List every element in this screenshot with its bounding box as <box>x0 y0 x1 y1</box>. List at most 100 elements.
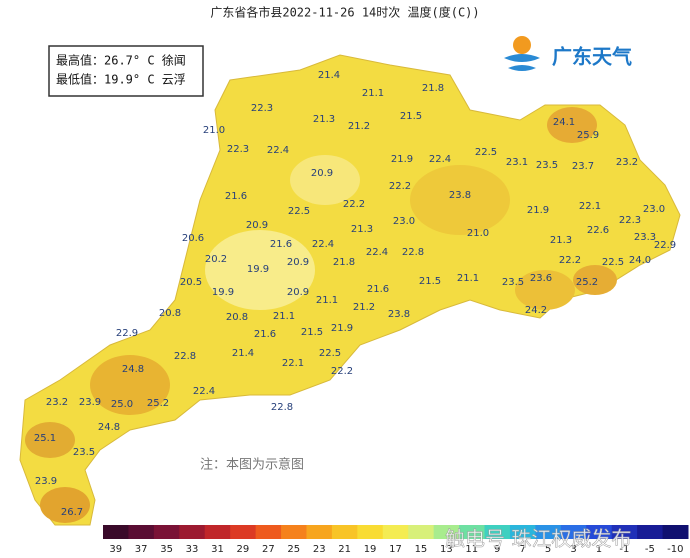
temperature-label: 21.0 <box>203 125 225 136</box>
legend-label: 9 <box>494 544 500 555</box>
temperature-label: 25.9 <box>577 130 599 141</box>
temperature-label: 22.9 <box>116 328 138 339</box>
temperature-label: 21.9 <box>331 323 353 334</box>
temperature-label: 21.5 <box>419 276 441 287</box>
temperature-label: 21.1 <box>457 273 479 284</box>
legend-label: 17 <box>389 544 402 555</box>
legend-label: -5 <box>645 544 655 555</box>
temperature-label: 19.9 <box>212 287 234 298</box>
legend-swatch <box>611 525 638 539</box>
temperature-label: 20.6 <box>182 233 204 244</box>
temperature-label: 23.9 <box>35 476 57 487</box>
temperature-label: 22.6 <box>587 225 609 236</box>
temperature-label: 22.3 <box>251 103 273 114</box>
temperature-label: 21.4 <box>232 348 254 359</box>
legend-swatch <box>586 525 613 539</box>
legend-swatch <box>204 525 231 539</box>
temperature-label: 22.8 <box>271 402 293 413</box>
province-map <box>19 54 681 526</box>
legend-label: 31 <box>211 544 224 555</box>
temperature-label: 21.3 <box>313 114 335 125</box>
temperature-label: 22.4 <box>193 386 215 397</box>
temperature-label: 23.5 <box>536 160 558 171</box>
temperature-label: 21.1 <box>273 311 295 322</box>
temperature-label: 21.8 <box>422 83 444 94</box>
temperature-label: 23.0 <box>643 204 665 215</box>
temperature-label: 23.8 <box>388 309 410 320</box>
legend-label: 39 <box>109 544 122 555</box>
temperature-label: 22.3 <box>227 144 249 155</box>
temperature-label: 24.0 <box>629 255 651 266</box>
temperature-label: 23.2 <box>46 397 68 408</box>
temperature-label: 20.9 <box>287 257 309 268</box>
legend-label: 19 <box>364 544 377 555</box>
temperature-label: 21.5 <box>301 327 323 338</box>
legend-label: 5 <box>545 544 551 555</box>
legend-swatch <box>255 525 282 539</box>
legend-label: 11 <box>465 544 478 555</box>
legend-swatch <box>281 525 307 539</box>
temperature-label: 21.6 <box>254 329 276 340</box>
temperature-label: 22.1 <box>579 201 601 212</box>
temperature-label: 22.8 <box>402 247 424 258</box>
legend-label: 37 <box>135 544 148 555</box>
temperature-label: 21.1 <box>362 88 384 99</box>
temperature-label: 22.2 <box>559 255 581 266</box>
temperature-label: 21.9 <box>527 205 549 216</box>
temperature-label: 22.9 <box>654 240 676 251</box>
watermark: 触电号 珠江权威发布 <box>445 527 631 551</box>
legend-swatch <box>128 525 155 539</box>
temperature-label: 24.8 <box>98 422 120 433</box>
legend-label: -1 <box>619 544 629 555</box>
temperature-label: 20.9 <box>287 287 309 298</box>
legend-swatch <box>103 525 129 539</box>
temperature-label: 22.5 <box>288 206 310 217</box>
temperature-label: 25.2 <box>576 277 598 288</box>
temperature-label: 23.2 <box>616 157 638 168</box>
temperature-label: 23.9 <box>79 397 101 408</box>
temperature-label: 21.3 <box>550 235 572 246</box>
temperature-label: 23.6 <box>530 273 552 284</box>
temperature-label: 22.3 <box>619 215 641 226</box>
temperature-label: 21.6 <box>270 239 292 250</box>
legend-swatch <box>637 525 664 539</box>
temperature-label: 23.8 <box>449 190 471 201</box>
legend-label: 25 <box>287 544 300 555</box>
legend-swatch <box>535 525 562 539</box>
legend-label: 29 <box>237 544 250 555</box>
legend-label: 23 <box>313 544 326 555</box>
temperature-label: 22.8 <box>174 351 196 362</box>
temperature-label: 20.2 <box>205 254 227 265</box>
temperature-label: 23.5 <box>502 277 524 288</box>
legend-label: 1 <box>596 544 602 555</box>
temperature-label: 24.1 <box>553 117 575 128</box>
legend-label: -10 <box>667 544 683 555</box>
temperature-label: 22.5 <box>319 348 341 359</box>
temperature-label: 23.7 <box>572 161 594 172</box>
temperature-label: 26.7 <box>61 507 83 518</box>
legend-label: 35 <box>160 544 173 555</box>
legend-swatch <box>459 525 486 539</box>
temperature-label: 21.2 <box>348 121 370 132</box>
temperature-label: 23.0 <box>393 216 415 227</box>
legend-swatch <box>509 525 536 539</box>
temperature-label: 22.1 <box>282 358 304 369</box>
temperature-label: 25.0 <box>111 399 133 410</box>
legend-swatch <box>662 525 689 539</box>
temperature-label: 25.1 <box>34 433 56 444</box>
temperature-label: 22.4 <box>366 247 388 258</box>
legend-label: 15 <box>415 544 428 555</box>
temperature-label: 23.5 <box>73 447 95 458</box>
temperature-label: 24.2 <box>525 305 547 316</box>
temperature-label: 22.5 <box>602 257 624 268</box>
legend-swatch <box>408 525 435 539</box>
legend-swatch <box>357 525 384 539</box>
legend-swatch <box>560 525 587 539</box>
temperature-label: 21.3 <box>351 224 373 235</box>
legend-label: 33 <box>186 544 199 555</box>
temperature-label: 19.9 <box>247 264 269 275</box>
legend-swatch <box>433 525 460 539</box>
temperature-label: 20.9 <box>311 168 333 179</box>
legend-swatch <box>230 525 257 539</box>
